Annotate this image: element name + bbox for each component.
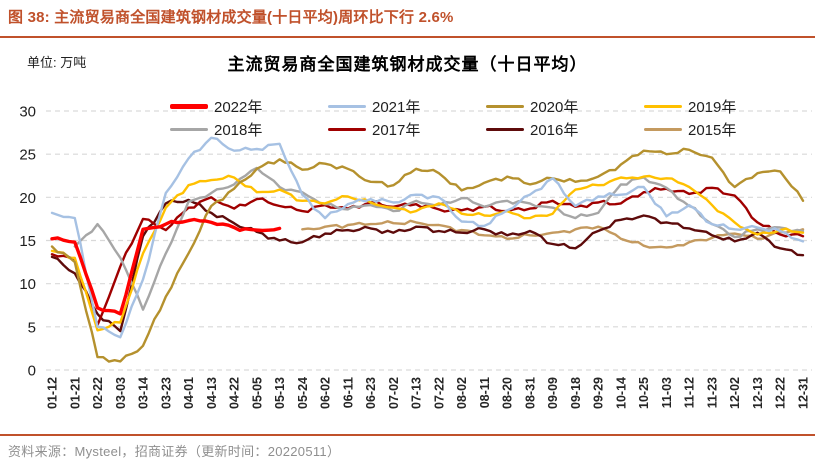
unit-label: 单位: 万吨 [27,55,87,70]
legend-item-2022: 2022年 [170,97,328,116]
x-tick-label: 01-21 [68,377,82,409]
x-tick-label: 09-09 [546,377,560,409]
figure-title: 图 38: 主流贸易商全国建筑钢材成交量(十日平均)周环比下行 2.6% [8,9,454,26]
series-line-2022 [50,217,282,316]
legend-item-2015: 2015年 [644,120,802,139]
legend-swatch-2022 [170,103,208,109]
y-tick-label: 20 [19,190,36,207]
legend-item-2016: 2016年 [486,120,644,139]
legend-label-2018: 2018年 [214,121,263,139]
legend-label-2015: 2015年 [688,121,737,139]
x-tick-label: 05-05 [250,377,264,409]
legend-label-2021: 2021年 [372,98,421,116]
y-tick-label: 10 [19,276,36,293]
x-tick-label: 04-22 [228,377,242,409]
x-tick-label: 12-31 [797,377,811,409]
footer-divider [0,434,815,436]
legend-swatch-2021 [328,104,366,108]
legend-row-1: 2022年 2021年 2020年 2019年 [170,97,802,116]
series-line-2018 [73,166,805,311]
x-tick-label: 03-14 [137,377,151,409]
series-line-2017 [50,186,805,327]
x-tick-label: 01-12 [46,377,60,409]
x-tick-label: 12-02 [728,377,742,409]
y-axis-labels: 0 5 10 15 20 25 30 [19,104,36,380]
x-tick-label: 11-12 [683,377,697,408]
x-tick-label: 04-01 [182,377,196,409]
x-tick-label: 07-13 [410,377,424,409]
legend-swatch-2019 [644,104,682,108]
chart-title: 主流贸易商全国建筑钢材成交量（十日平均） [227,55,588,74]
y-tick-label: 15 [19,233,36,250]
x-tick-label: 11-23 [705,377,719,408]
x-tick-label: 07-02 [387,377,401,409]
legend-label-2017: 2017年 [372,121,421,139]
x-tick-label: 08-20 [501,377,515,409]
x-tick-label: 08-02 [455,377,469,409]
x-tick-label: 08-31 [523,377,537,409]
legend-item-2020: 2020年 [486,97,644,116]
title-divider [0,36,815,38]
series-line-2019 [50,174,805,332]
x-tick-label: 04-13 [205,377,219,409]
y-tick-label: 25 [19,147,36,164]
x-tick-label: 09-18 [569,377,583,409]
legend-swatch-2020 [486,104,524,108]
x-tick-label: 12-22 [774,377,788,409]
x-tick-label: 06-02 [319,377,333,409]
legend-label-2020: 2020年 [530,98,579,116]
x-tick-label: 07-22 [432,377,446,409]
legend-swatch-2018 [170,127,208,131]
legend-item-2019: 2019年 [644,97,802,116]
y-tick-label: 30 [19,104,36,121]
x-tick-label: 09-29 [592,377,606,409]
series-line-2015 [301,219,805,249]
x-tick-label: 03-23 [159,377,173,409]
x-tick-label: 05-24 [296,377,310,409]
y-tick-label: 0 [28,363,36,380]
x-tick-label: 10-25 [637,377,651,409]
legend-label-2016: 2016年 [530,121,579,139]
series-line-2016 [50,198,805,333]
x-tick-label: 10-14 [614,377,628,409]
legend-item-2021: 2021年 [328,97,486,116]
legend-item-2017: 2017年 [328,120,486,139]
legend-swatch-2015 [644,127,682,131]
x-tick-label: 08-11 [478,377,492,408]
y-tick-label: 5 [28,319,36,336]
x-tick-label: 02-22 [91,377,105,409]
legend-row-2: 2018年 2017年 2016年 2015年 [170,120,802,139]
x-tick-label: 11-03 [660,377,674,408]
legend-item-2018: 2018年 [170,120,328,139]
x-tick-label: 05-13 [273,377,287,409]
legend-label-2022: 2022年 [214,98,263,116]
x-tick-label: 06-23 [364,377,378,409]
series-line-2021 [50,136,805,339]
source-note: 资料来源：Mysteel，招商证券（更新时间：20220511） [8,444,341,459]
series-line-2020 [50,147,805,363]
x-tick-label: 12-13 [751,377,765,409]
x-tick-label: 03-03 [114,377,128,409]
legend-swatch-2017 [328,127,366,131]
x-tick-label: 06-11 [341,377,355,408]
legend-label-2019: 2019年 [688,98,737,116]
series-lines [50,136,805,363]
legend-swatch-2016 [486,127,524,131]
x-axis-labels: 01-12 01-21 02-22 03-03 03-14 03-23 04-01 04-13… [46,377,811,409]
